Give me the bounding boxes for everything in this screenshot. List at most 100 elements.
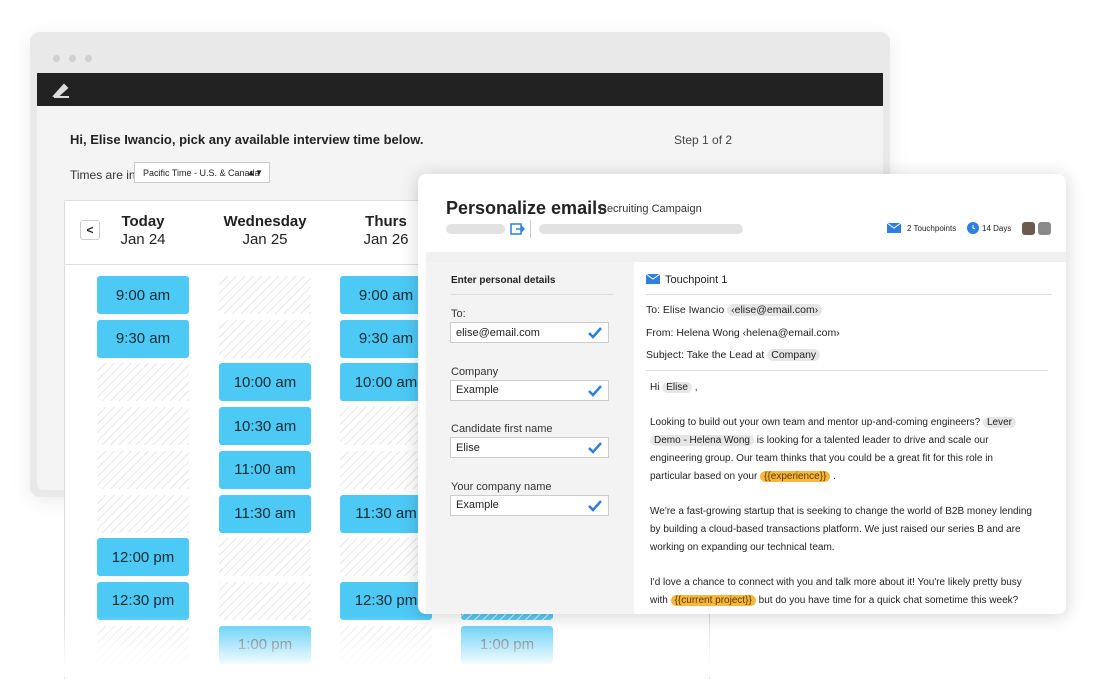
time-slot[interactable]: 12:30 pm [340,581,432,620]
to-line: To: Elise Iwancio ‹elise@email.com› [646,304,823,316]
day-date: Jan 25 [242,231,288,248]
prev-button[interactable]: < [80,220,100,240]
time-slot[interactable]: 10:00 am [219,363,311,402]
time-slot[interactable]: 11:30 am [219,494,311,533]
field-input[interactable]: Example [450,379,609,401]
time-slot[interactable]: 9:00 am [340,276,432,314]
check-icon [588,327,602,339]
text: We're a fast-growing startup that is see… [650,506,1032,553]
unavailable-slot [219,538,311,577]
check-icon [588,442,602,454]
time-slot[interactable]: 10:00 am [340,363,432,402]
paragraph: I'd love a chance to connect with you an… [650,574,1036,610]
text: . [833,471,836,482]
day-name: Wednesday [223,213,307,230]
text: Hi [650,382,660,393]
time-slot[interactable]: 11:00 am [219,450,311,489]
unavailable-slot [97,407,189,446]
day-date: Jan 26 [363,231,409,248]
timezone-label: Times are in [70,168,136,182]
band [426,252,1066,262]
field-label: Your company name [451,480,552,493]
text: I'd love a chance to connect with you an… [650,577,1022,606]
field-value: Example [456,384,499,396]
text: , [694,382,698,393]
time-slot[interactable]: 9:30 am [340,319,432,358]
timezone-select[interactable]: Pacific Time - U.S. & Canada ▲▼ [134,162,270,183]
field-label: Company [451,365,499,378]
time-slot[interactable]: 11:30 am [340,494,432,533]
avatar [1022,222,1035,235]
app-bar [37,73,883,106]
day-date: Jan 24 [120,231,166,248]
field-input[interactable]: Elise [450,437,609,458]
avatar [1038,222,1051,235]
field-input[interactable]: elise@email.com [450,322,609,343]
unavailable-slot [340,450,432,489]
unavailable-slot [219,319,311,358]
day-name: Today [121,213,165,230]
preview-heading: Touchpoint 1 [665,274,728,286]
greeting: Hi, Elise Iwancio, pick any available in… [70,132,424,147]
to-chip: ‹elise@email.com› [727,304,823,316]
text: but do you have time for a quick chat so… [758,595,1019,606]
mail-icon [887,223,901,233]
variable: {{current project}} [670,595,756,606]
subject: Subject: Take the Lead at [646,349,765,361]
time-slot[interactable]: 9:30 am [97,319,189,358]
details-heading: Enter personal details [451,275,556,286]
window-dot [85,55,92,62]
field-value: elise@email.com [456,326,540,339]
paragraph: We're a fast-growing startup that is see… [650,503,1036,557]
unavailable-slot [97,363,189,402]
mail-icon [646,274,660,284]
field-label: Candidate first name [451,423,553,435]
placeholder-bar [446,224,505,234]
time-slot[interactable]: 12:00 pm [97,538,189,577]
unavailable-slot [97,494,189,533]
field-value: Elise [456,441,480,454]
separator [530,220,531,238]
time-slot[interactable]: 10:30 am [219,407,311,446]
window-dot [53,55,60,62]
duration: 14 Days [982,224,1012,233]
select-arrow: ▲▼ [247,168,263,177]
divider [646,294,1052,295]
placeholder-bar [539,224,743,234]
time-slot[interactable]: 9:00 am [97,276,189,314]
time-slot[interactable]: 12:30 pm [97,581,189,620]
subject-chip: Company [767,349,821,361]
subject-line: Subject: Take the Lead at Company [646,349,821,361]
email-body: Hi Elise , Looking to build out your own … [650,379,1036,614]
timezone: Pacific Time - U.S. & Canada [143,167,260,178]
variable: {{experience}} [760,471,831,482]
card-title: Personalize emails [446,198,608,218]
field-input[interactable]: Example [450,494,609,516]
clock-icon [967,222,979,234]
text: Looking to build out your own team and m… [650,417,981,428]
unavailable-slot [97,450,189,489]
field-value: Example [456,499,499,511]
check-icon [588,499,602,512]
details-panel: Enter personal details To: elise@email.co… [426,262,634,614]
preview-panel: Touchpoint 1 To: Elise Iwancio ‹elise@em… [634,262,1066,614]
unavailable-slot [340,538,432,577]
touchpoints: 2 Touchpoints [907,224,957,233]
chip: Elise [662,382,692,393]
unavailable-slot [219,581,311,620]
step: Step 1 of 2 [674,133,733,147]
paragraph: Hi Elise , [650,379,1036,397]
paragraph: Looking to build out your own team and m… [650,414,1036,486]
from: From: Helena Wong ‹helena@email.com› [646,327,840,339]
campaign: Recruiting Campaign [599,203,702,215]
share-icon[interactable] [510,221,526,237]
text: is looking for a talented leader to driv… [650,435,993,482]
logo [52,83,69,99]
window-dot [69,55,76,62]
divider [65,264,709,265]
unavailable-slot [219,276,311,314]
field-label: To: [451,308,466,320]
